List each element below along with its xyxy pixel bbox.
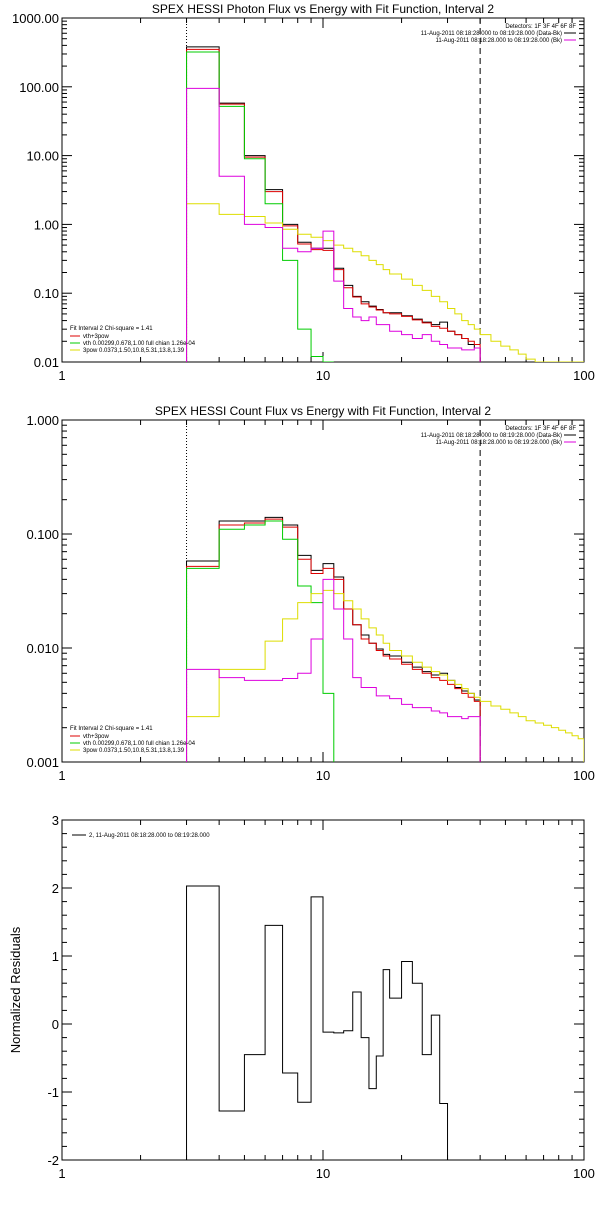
series-line-3 — [186, 203, 584, 362]
y-tick-label: 1.00 — [34, 217, 59, 232]
y-tick-label: 0.10 — [34, 286, 59, 301]
series-group — [186, 516, 584, 762]
series-line-1 — [186, 48, 481, 362]
chart-title: SPEX HESSI Photon Flux vs Energy with Fi… — [152, 2, 494, 16]
x-tick-label: 10 — [316, 368, 330, 383]
y-tick-label: 0.01 — [34, 355, 59, 370]
chart-title: SPEX HESSI Count Flux vs Energy with Fit… — [155, 404, 491, 418]
legend-bl-entry: vth+3pow — [83, 734, 110, 740]
y-tick-label: 0.100 — [26, 527, 59, 542]
y-tick-label: -2 — [47, 1153, 59, 1168]
chart-2: SPEX HESSI Count Flux vs Energy with Fit… — [26, 404, 594, 783]
series-line-4 — [186, 87, 481, 362]
y-tick-label: 3 — [52, 813, 59, 828]
y-tick-label: -1 — [47, 1085, 59, 1100]
x-tick-label: 1 — [58, 768, 65, 783]
legend-bl-entry: 3pow 0.0373,1.50,10.8,5.31,13.8,1.39 — [83, 348, 185, 354]
legend-tl-entry: 2, 11-Aug-2011 08:18:28.000 to 08:19:28.… — [89, 833, 210, 839]
x-tick-label: 1 — [58, 368, 65, 383]
x-tick-label: 10 — [316, 768, 330, 783]
legend-bl-title: Fit Interval 2 Chi-square = 1.41 — [70, 726, 153, 732]
legend-tr-entry: 11-Aug-2011 08:18:28.000 to 08:19:28.000… — [435, 38, 562, 44]
legend-tr-entry: Detectors: 1F 3F 4F 6F 8F — [505, 426, 576, 432]
y-tick-label: 0.010 — [26, 641, 59, 656]
x-tick-label: 100 — [573, 768, 595, 783]
x-tick-label: 10 — [316, 1166, 330, 1181]
series-line-2 — [186, 520, 335, 762]
y-tick-label: 1.000 — [26, 413, 59, 428]
y-tick-label: 0 — [52, 1017, 59, 1032]
legend-tr-entry: 11-Aug-2011 08:18:28.000 to 08:19:28.000… — [435, 440, 562, 446]
series-line-0 — [186, 885, 449, 1160]
series-line-2 — [186, 51, 334, 362]
chart-1: SPEX HESSI Photon Flux vs Energy with Fi… — [12, 2, 595, 383]
legend-bl-title: Fit Interval 2 Chi-square = 1.41 — [70, 326, 153, 332]
legend-bl-entry: vth 0.00299,0.678,1.00 full chian 1.26e-… — [83, 341, 196, 347]
chart-3: 1 10 100 -2 -1 0 1 2 3 Normalized Residuals 2, 11-… — [8, 813, 595, 1181]
series-line-0 — [186, 46, 481, 362]
y-tick-label: 0.001 — [26, 755, 59, 770]
legend-tr-entry: 11-Aug-2011 08:18:28.000 to 08:19:28.000… — [421, 433, 562, 439]
series-line-4 — [186, 578, 481, 762]
series-group — [186, 46, 584, 362]
x-tick-label: 100 — [573, 368, 595, 383]
plot-frame — [61, 17, 585, 363]
legend-tr-entry: Detectors: 1F 3F 4F 6F 8F — [505, 24, 576, 30]
series-group — [186, 885, 449, 1160]
legend-bl-entry: vth+3pow — [83, 334, 110, 340]
y-tick-label: 100.00 — [19, 80, 59, 95]
y-tick-label: 10.00 — [26, 149, 59, 164]
series-line-3 — [186, 589, 584, 762]
y-tick-label: 1 — [52, 949, 59, 964]
y-tick-label: 1000.00 — [12, 11, 59, 26]
x-tick-label: 1 — [58, 1166, 65, 1181]
legend-bl-entry: 3pow 0.0373,1.50,10.8,5.31,13.8,1.39 — [83, 748, 185, 754]
legend-tr-entry: 11-Aug-2011 08:18:28.000 to 08:19:28.000… — [421, 31, 562, 37]
x-tick-label: 100 — [573, 1166, 595, 1181]
legend-bl-entry: vth 0.00299,0.678,1.00 full chian 1.26e-… — [83, 741, 196, 747]
y-tick-label: 2 — [52, 881, 59, 896]
y-axis-label: Normalized Residuals — [8, 926, 23, 1053]
